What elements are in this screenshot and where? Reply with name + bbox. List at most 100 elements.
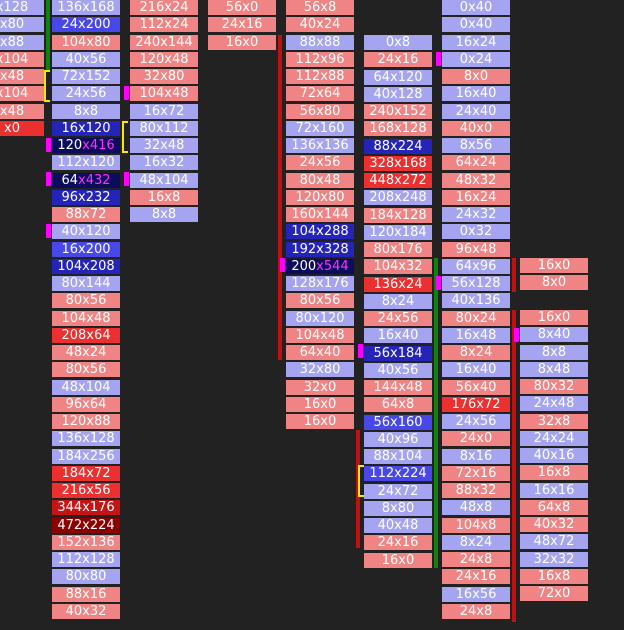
magenta-marker [46, 172, 51, 186]
magenta-marker [514, 328, 519, 342]
texture-cell: x104 [0, 51, 44, 68]
texture-cell: 40x56 [364, 362, 432, 379]
magenta-marker [436, 52, 441, 66]
texture-cell: 40x24 [286, 17, 354, 34]
texture-cell: 8x24 [364, 293, 432, 310]
texture-cell: x128 [0, 0, 44, 16]
texture-cell: 16x40 [442, 86, 510, 103]
texture-cell: 40x96 [364, 431, 432, 448]
texture-cell: 112x96 [286, 51, 354, 68]
texture-cell: 16x16 [520, 482, 588, 499]
cell-highlight-text: x432 [78, 172, 111, 188]
texture-cell: 80x144 [52, 276, 120, 292]
texture-cell: 0x40 [442, 0, 510, 16]
texture-cell: 104x288 [286, 224, 354, 241]
texture-cell: 40x32 [520, 517, 588, 533]
texture-cell: 16x8 [130, 189, 198, 206]
texture-cell: 8x24 [442, 345, 510, 361]
texture-cell: 24x8 [442, 603, 510, 620]
texture-cell: 112x128 [52, 552, 120, 568]
texture-cell: 144x48 [364, 380, 432, 396]
texture-cell: x88 [0, 34, 44, 51]
texture-cell: 40x16 [520, 448, 588, 464]
texture-cell: 16x32 [130, 155, 198, 172]
texture-cell: 8x0 [520, 275, 588, 292]
selection-bracket [44, 70, 50, 102]
cell-size-text: 200 [291, 258, 317, 274]
texture-cell: 32x48 [130, 138, 198, 154]
texture-cell: x48 [0, 103, 44, 120]
texture-cell: 72x16 [442, 465, 510, 482]
column-1-green-bar [46, 0, 50, 70]
texture-cell: 80x32 [520, 379, 588, 395]
texture-cell: 48x104 [130, 172, 198, 189]
texture-cell: 16x0 [364, 552, 432, 569]
texture-cell: 104x48 [286, 327, 354, 344]
texture-cell: 64x96 [442, 258, 510, 275]
magenta-marker [46, 138, 51, 152]
column-7-red-bar [512, 258, 516, 292]
texture-cell: x104 [0, 86, 44, 103]
texture-cell: 136x168 [52, 0, 120, 16]
texture-cell: 112x24 [130, 17, 198, 34]
texture-cell: 64x40 [286, 345, 354, 361]
texture-cell: 64x24 [442, 155, 510, 172]
texture-cell: 104x8 [442, 517, 510, 534]
texture-cell: 40x32 [52, 603, 120, 620]
cell-size-text: 64 [61, 172, 79, 188]
texture-cell: 56x128 [442, 276, 510, 292]
texture-cell: 104x48 [130, 86, 198, 103]
texture-cell: 192x328 [286, 241, 354, 258]
texture-cell: 16x0 [286, 396, 354, 413]
texture-cell: 40x120 [52, 224, 120, 241]
texture-cell: 16x24 [442, 34, 510, 51]
texture-cell: 56x184 [364, 345, 432, 362]
texture-cell: 152x136 [52, 534, 120, 551]
texture-cell: 88x72 [52, 207, 120, 223]
texture-cell: 104x208 [52, 258, 120, 275]
texture-cell: 120x80 [286, 189, 354, 206]
texture-cell: 72x160 [286, 120, 354, 137]
texture-cell: 24x24 [520, 430, 588, 447]
texture-cell: 208x64 [52, 327, 120, 344]
texture-cell: 0x8 [364, 35, 432, 51]
texture-cell: 80x56 [52, 293, 120, 310]
texture-cell: 120x184 [364, 224, 432, 241]
texture-cell: 40x48 [364, 518, 432, 534]
texture-cell: 80x56 [286, 293, 354, 310]
cell-highlight-text: x416 [82, 138, 115, 153]
texture-cell: 24x56 [52, 86, 120, 103]
texture-cell: 240x152 [364, 104, 432, 120]
texture-cell: 136x24 [364, 276, 432, 293]
texture-cell: x48 [0, 69, 44, 85]
texture-cell: 112x120 [52, 155, 120, 172]
texture-cell: 88x88 [286, 34, 354, 51]
texture-cell: 16x72 [130, 103, 198, 120]
texture-cell: 56x0 [208, 0, 276, 16]
texture-cell: 64x432 [52, 172, 120, 189]
texture-cell: 0x24 [442, 51, 510, 68]
texture-cell: 40x128 [364, 86, 432, 103]
texture-cell: 176x72 [442, 396, 510, 413]
texture-cell: 24x8 [442, 552, 510, 568]
texture-cell: 8x56 [442, 138, 510, 154]
texture-cell: 64x8 [364, 397, 432, 414]
texture-cell: 48x24 [52, 345, 120, 361]
texture-cell: 88x32 [442, 483, 510, 499]
texture-cell: 200x544 [286, 258, 354, 275]
texture-cell: 56x80 [286, 103, 354, 120]
texture-cell: 136x136 [286, 138, 354, 154]
magenta-marker [124, 86, 129, 100]
texture-cell: 8x80 [364, 500, 432, 517]
texture-cell: 72x64 [286, 86, 354, 103]
magenta-marker [124, 172, 129, 186]
texture-cell: 184x256 [52, 448, 120, 465]
texture-cell: 240x144 [130, 34, 198, 51]
texture-cell: 16x40 [442, 362, 510, 379]
magenta-marker [358, 344, 363, 358]
texture-cell: 16x0 [520, 258, 588, 274]
texture-cell: 64x120 [364, 69, 432, 86]
texture-cell: 40x0 [442, 120, 510, 137]
texture-cell: 24x56 [286, 155, 354, 172]
